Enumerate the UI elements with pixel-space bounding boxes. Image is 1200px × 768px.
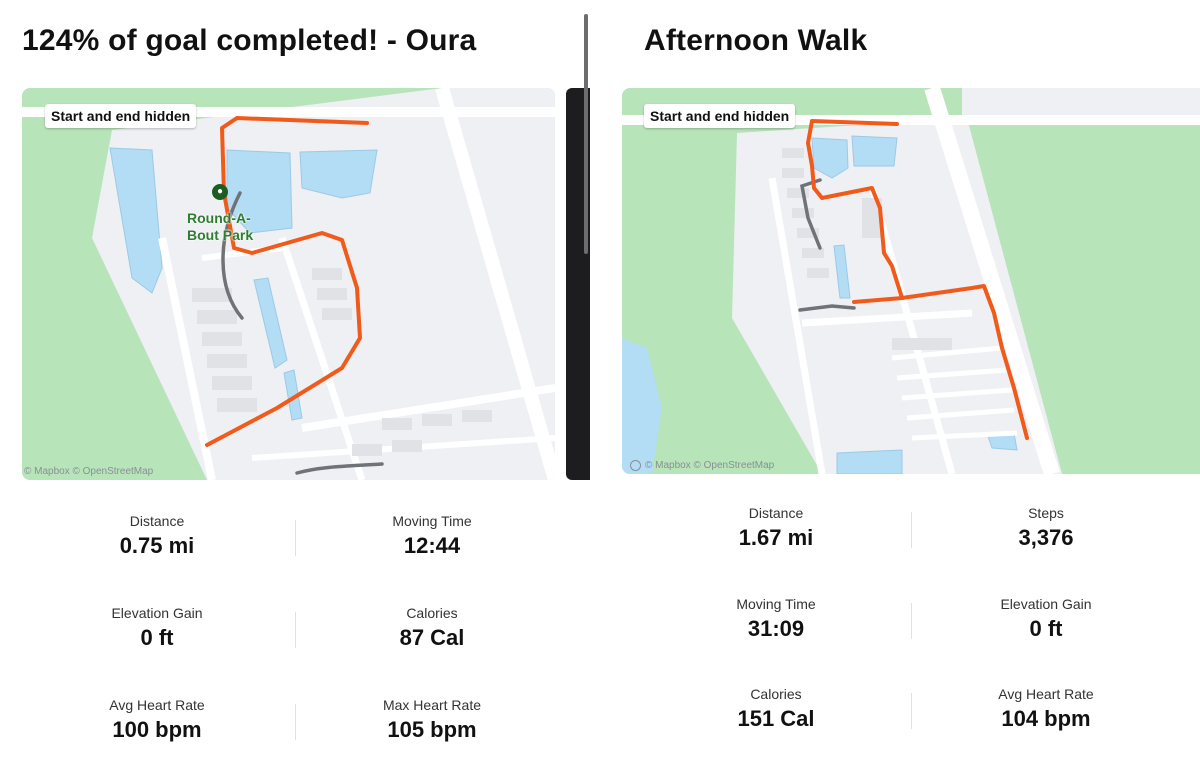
stat-label: Avg Heart Rate xyxy=(109,697,205,713)
park-label-line1: Round-A- xyxy=(187,210,251,226)
stat-steps: Steps 3,376 xyxy=(926,505,1166,551)
start-end-hidden-badge: Start and end hidden xyxy=(644,104,796,128)
stat-distance: Distance 0.75 mi xyxy=(37,513,277,559)
stat-divider xyxy=(911,603,912,639)
stat-value: 0.75 mi xyxy=(119,533,195,558)
stat-label: Elevation Gain xyxy=(1000,596,1092,612)
stat-value: 31:09 xyxy=(747,616,805,641)
stat-divider xyxy=(911,693,912,729)
activity-title: 124% of goal completed! - Oura xyxy=(22,24,477,57)
stat-value: 105 bpm xyxy=(387,717,477,742)
start-end-hidden-badge: Start and end hidden xyxy=(45,104,197,128)
stat-divider xyxy=(295,704,296,740)
activity-map[interactable]: Start and end hidden © Mapbox © OpenStre… xyxy=(622,88,1200,474)
stat-avg-heart-rate: Avg Heart Rate 100 bpm xyxy=(37,697,277,743)
map-attribution[interactable]: © Mapbox © OpenStreetMap xyxy=(630,460,774,471)
stat-value: 0 ft xyxy=(140,625,174,650)
stat-moving-time: Moving Time 12:44 xyxy=(312,513,552,559)
park-label-line2: Bout Park xyxy=(187,227,254,243)
park-pin-icon: ● xyxy=(212,184,228,200)
stat-distance: Distance 1.67 mi xyxy=(656,505,896,551)
stat-value: 12:44 xyxy=(403,533,461,558)
left-activity-card: 124% of goal completed! - Oura xyxy=(0,0,575,768)
stat-label: Moving Time xyxy=(392,513,472,529)
mapbox-logo-icon xyxy=(630,460,641,471)
stat-label: Steps xyxy=(1028,505,1064,521)
activity-title: Afternoon Walk xyxy=(644,24,868,57)
stat-elevation-gain: Elevation Gain 0 ft xyxy=(926,596,1166,642)
scrollbar-thumb[interactable] xyxy=(584,14,588,254)
map-canvas xyxy=(622,88,1200,474)
stat-value: 3,376 xyxy=(1018,525,1074,550)
map-attribution-text: © Mapbox © OpenStreetMap xyxy=(645,460,775,471)
activity-map[interactable]: ● Round-A- Bout Park Start and end hidde… xyxy=(22,88,555,480)
stat-value: 0 ft xyxy=(1029,616,1063,641)
stat-label: Max Heart Rate xyxy=(382,697,482,713)
stat-value: 100 bpm xyxy=(112,717,202,742)
stat-divider xyxy=(295,520,296,556)
stat-label: Distance xyxy=(748,505,804,521)
stat-label: Moving Time xyxy=(736,596,816,612)
stat-label: Distance xyxy=(129,513,185,529)
map-canvas xyxy=(22,88,555,480)
stat-elevation-gain: Elevation Gain 0 ft xyxy=(37,605,277,651)
stat-max-heart-rate: Max Heart Rate 105 bpm xyxy=(312,697,552,743)
stat-label: Avg Heart Rate xyxy=(998,686,1094,702)
stat-divider xyxy=(911,512,912,548)
stat-avg-heart-rate: Avg Heart Rate 104 bpm xyxy=(926,686,1166,732)
stat-value: 87 Cal xyxy=(399,625,465,650)
stat-value: 1.67 mi xyxy=(738,525,814,550)
stat-value: 151 Cal xyxy=(737,706,815,731)
stat-label: Calories xyxy=(406,605,458,621)
stat-divider xyxy=(295,612,296,648)
map-attribution[interactable]: © Mapbox © OpenStreetMap xyxy=(24,466,154,477)
stat-moving-time: Moving Time 31:09 xyxy=(656,596,896,642)
stat-calories: Calories 87 Cal xyxy=(312,605,552,651)
stat-label: Elevation Gain xyxy=(111,605,203,621)
stat-label: Calories xyxy=(750,686,802,702)
park-label: Round-A- Bout Park xyxy=(187,210,253,244)
right-activity-card: Afternoon Walk xyxy=(596,0,1200,768)
stat-calories: Calories 151 Cal xyxy=(656,686,896,732)
stat-value: 104 bpm xyxy=(1001,706,1091,731)
